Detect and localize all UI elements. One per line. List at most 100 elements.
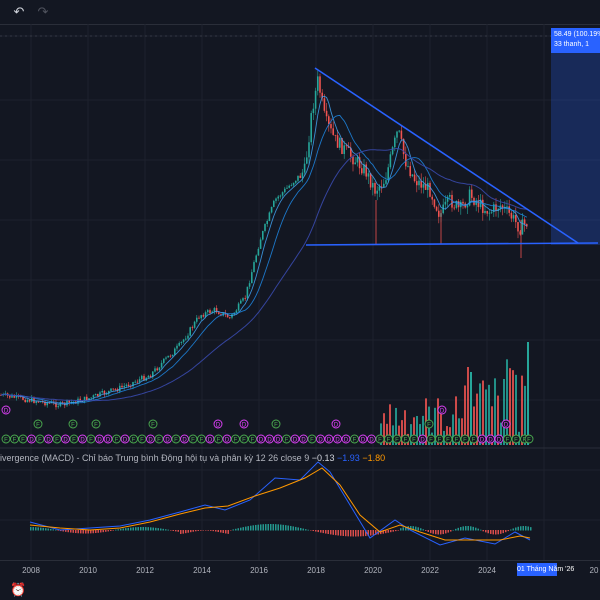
- macd-hist-bar: [297, 527, 299, 531]
- macd-legend[interactable]: ivergence (MACD) - Chỉ báo Trung bình Độ…: [0, 453, 385, 463]
- event-label: F: [71, 423, 75, 429]
- redo-icon[interactable]: ↷: [37, 4, 49, 19]
- candle: [427, 182, 429, 190]
- candle: [462, 201, 464, 204]
- candle: [251, 272, 253, 284]
- event-circle: [341, 434, 351, 444]
- event-marker: D: [265, 434, 274, 444]
- candle: [158, 367, 161, 371]
- event-marker: D: [418, 434, 427, 444]
- alarm-clock-icon[interactable]: ⏰: [10, 582, 27, 597]
- volume-bar: [422, 415, 424, 445]
- event-marker: F: [424, 419, 434, 429]
- measure-bars: 33 thanh, 1: [554, 41, 590, 48]
- time-axis[interactable]: 2008 2010 2012 2014 2016 2018 2020 2022 …: [0, 560, 600, 583]
- event-label: F: [285, 438, 289, 444]
- candle: [515, 215, 517, 223]
- macd-hist-bar: [275, 524, 277, 531]
- event-label: F: [353, 438, 357, 444]
- candle: [97, 393, 99, 397]
- candle: [405, 154, 407, 167]
- candle: [383, 183, 385, 187]
- candle: [15, 395, 18, 398]
- macd-hist-bar: [440, 530, 442, 535]
- measure-label: 58.49 (100.19%) 33 thanh, 1: [551, 28, 600, 53]
- candle: [231, 314, 233, 318]
- candle: [182, 339, 185, 342]
- candle: [358, 157, 361, 169]
- candle: [11, 395, 13, 398]
- candle: [68, 400, 70, 403]
- volume-bar: [470, 372, 472, 445]
- event-circle: [435, 434, 444, 444]
- event-circle: [91, 419, 101, 429]
- event-circle: [112, 434, 121, 444]
- candle: [198, 317, 200, 319]
- macd-hist-bar: [285, 525, 287, 531]
- measure-change: 58.49 (100.19%): [554, 31, 600, 38]
- candle: [374, 183, 376, 194]
- candle: [286, 187, 288, 189]
- candle: [191, 327, 194, 329]
- undo-icon[interactable]: ↶: [13, 4, 25, 19]
- event-circle: [358, 434, 368, 444]
- event-circle: [180, 434, 189, 444]
- event-circle: [324, 434, 334, 444]
- event-label: F: [506, 438, 510, 444]
- volume-bar: [464, 385, 466, 445]
- macd-hist-bar: [527, 526, 529, 531]
- macd-hist-bar: [255, 524, 257, 531]
- macd-hist-bar: [442, 530, 444, 535]
- candle: [270, 206, 273, 213]
- chart-grid: [0, 24, 600, 560]
- event-label: F: [274, 423, 278, 429]
- macd-hist-bar: [37, 527, 39, 531]
- candle: [517, 222, 519, 232]
- macd-hist-bar: [102, 530, 104, 533]
- event-marker: D: [501, 419, 511, 429]
- macd-hist-bar: [457, 527, 459, 531]
- event-marker: F: [214, 434, 223, 444]
- event-marker: F: [171, 434, 181, 444]
- macd-hist-bar: [307, 529, 309, 531]
- candle: [413, 174, 416, 182]
- macd-hist-bar: [452, 529, 454, 531]
- candle: [235, 310, 238, 313]
- volume-bar: [437, 398, 439, 445]
- candle: [99, 392, 101, 397]
- candle: [37, 401, 40, 403]
- macd-hist-bar: [210, 530, 212, 531]
- macd-hist-bar: [145, 527, 147, 531]
- event-marker: F: [426, 434, 436, 444]
- candle: [422, 184, 425, 188]
- event-circle: [524, 434, 534, 444]
- macd-hist-bar: [187, 530, 189, 533]
- event-marker: F: [137, 434, 147, 444]
- candle: [281, 192, 284, 196]
- candle: [288, 185, 290, 188]
- event-circle: [384, 434, 393, 444]
- volume-bar: [479, 383, 481, 445]
- candle: [94, 393, 97, 396]
- macd-hist-bar: [182, 530, 184, 534]
- candle: [297, 175, 299, 181]
- event-circle: [437, 405, 447, 415]
- macd-hist-bar: [217, 530, 219, 533]
- event-marker: F: [503, 434, 512, 444]
- candle: [226, 314, 229, 318]
- event-circle: [290, 434, 300, 444]
- macd-hist-bar: [402, 527, 404, 531]
- candle: [339, 138, 341, 148]
- macd-hist-bar: [222, 530, 224, 534]
- candle: [402, 138, 405, 155]
- event-marker: D: [103, 434, 113, 444]
- candle: [44, 401, 46, 406]
- candle: [471, 189, 473, 198]
- event-marker: D: [256, 434, 266, 444]
- event-circle: [129, 434, 138, 444]
- x-tick: 2022: [421, 566, 439, 575]
- candle: [121, 385, 123, 388]
- event-marker: D: [1, 405, 11, 415]
